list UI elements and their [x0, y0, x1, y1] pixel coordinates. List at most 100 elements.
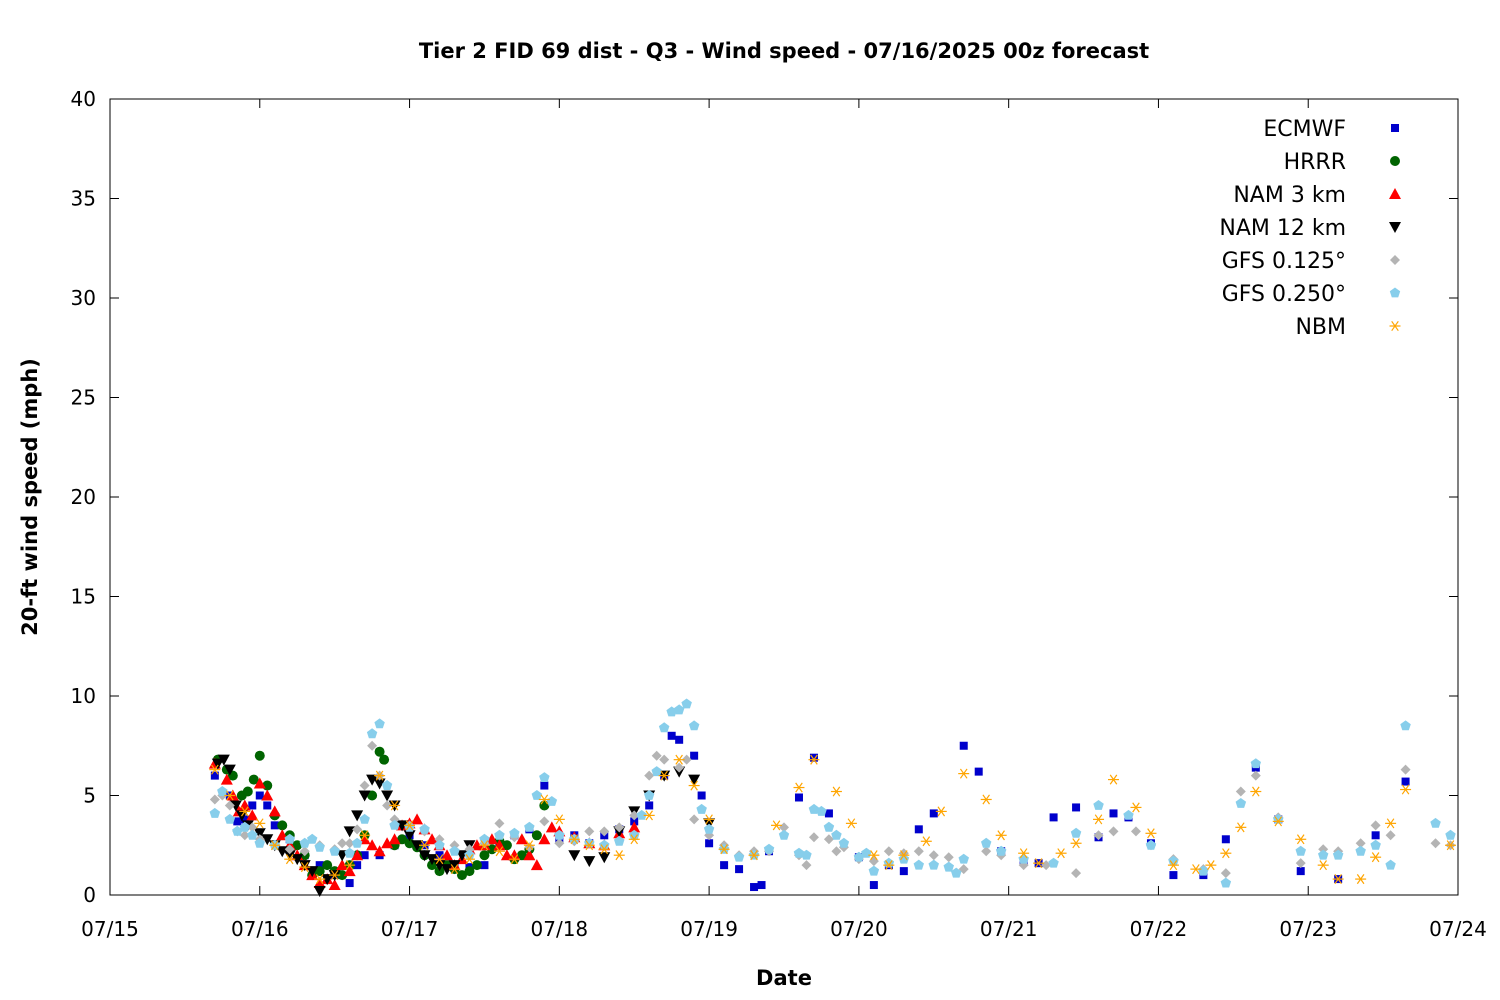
- data-point: [584, 826, 595, 837]
- data-point: [313, 886, 326, 898]
- data-point: [748, 850, 760, 861]
- y-tick-label: 15: [71, 585, 96, 609]
- x-axis-label: Date: [756, 966, 812, 990]
- data-point: [255, 791, 264, 800]
- data-point: [1093, 800, 1104, 810]
- data-point: [794, 793, 803, 802]
- data-point: [1220, 848, 1232, 859]
- data-point: [1130, 802, 1142, 813]
- data-point: [831, 846, 842, 857]
- data-point: [614, 822, 625, 833]
- data-point: [351, 810, 364, 822]
- data-point: [359, 780, 370, 791]
- data-point: [959, 741, 968, 750]
- x-tick-label: 07/22: [1130, 917, 1188, 941]
- data-point: [426, 854, 439, 866]
- y-tick-label: 35: [71, 187, 96, 211]
- legend-label: NAM 3 km: [1233, 183, 1346, 208]
- data-point: [233, 817, 242, 826]
- data-point: [830, 786, 842, 797]
- data-point: [808, 803, 820, 814]
- data-point: [674, 762, 685, 773]
- data-point: [254, 818, 266, 829]
- data-point: [583, 856, 596, 868]
- y-axis: 0 5 10 15 20 25 30 35 40: [71, 87, 1458, 907]
- data-point: [382, 800, 393, 811]
- data-point: [599, 826, 610, 837]
- data-point: [419, 823, 430, 834]
- data-point: [381, 790, 394, 802]
- data-point: [261, 789, 274, 801]
- data-point: [883, 846, 894, 857]
- data-point: [1445, 829, 1456, 840]
- x-tick-label: 07/15: [81, 917, 139, 941]
- data-point: [1250, 758, 1261, 769]
- x-tick-label: 07/21: [980, 917, 1038, 941]
- data-point: [269, 840, 281, 851]
- data-point: [1370, 852, 1382, 863]
- data-point: [735, 865, 744, 874]
- data-point: [928, 850, 939, 861]
- data-point: [396, 820, 409, 832]
- data-point: [508, 849, 521, 861]
- data-point: [299, 837, 310, 848]
- data-point: [367, 740, 378, 751]
- data-point: [480, 861, 489, 870]
- data-point: [321, 874, 334, 886]
- data-point: [307, 833, 318, 844]
- data-point: [1400, 784, 1412, 795]
- data-point: [793, 782, 805, 793]
- data-point: [515, 833, 528, 845]
- data-point: [703, 823, 715, 834]
- data-point: [239, 830, 250, 841]
- legend-marker: [1389, 287, 1401, 298]
- data-point: [995, 845, 1007, 856]
- data-point: [268, 805, 281, 817]
- data-point: [448, 860, 461, 872]
- data-point: [628, 834, 640, 845]
- data-point: [314, 841, 325, 852]
- data-point: [1370, 839, 1381, 850]
- data-point: [644, 770, 655, 781]
- data-point: [359, 830, 371, 841]
- data-point: [1071, 868, 1082, 879]
- data-point: [448, 864, 460, 875]
- data-point: [1295, 845, 1306, 856]
- data-point: [239, 821, 250, 832]
- data-point: [329, 845, 340, 856]
- data-point: [1385, 859, 1396, 870]
- data-point: [958, 853, 969, 864]
- data-point: [1445, 840, 1457, 851]
- data-point: [1250, 770, 1261, 781]
- data-point: [599, 839, 610, 850]
- data-point: [524, 821, 535, 832]
- data-point: [935, 806, 947, 817]
- data-point: [516, 850, 527, 861]
- data-point: [523, 840, 535, 851]
- data-point: [1108, 826, 1119, 837]
- data-point: [292, 840, 303, 851]
- data-point: [246, 809, 259, 821]
- data-point: [353, 861, 362, 870]
- data-point: [720, 861, 729, 870]
- data-point: [471, 860, 482, 871]
- data-point: [696, 803, 707, 814]
- data-point: [315, 861, 324, 870]
- data-point: [1190, 864, 1202, 875]
- data-point: [1430, 838, 1441, 849]
- data-point: [816, 805, 827, 816]
- data-point: [540, 781, 549, 790]
- data-point: [509, 827, 520, 838]
- data-point: [239, 806, 251, 817]
- data-point: [217, 786, 228, 796]
- data-point: [1220, 868, 1231, 879]
- data-point: [1385, 818, 1397, 829]
- data-point: [523, 849, 536, 861]
- data-point: [531, 830, 542, 841]
- data-point: [217, 754, 230, 766]
- data-point: [211, 758, 224, 770]
- data-point: [403, 830, 416, 842]
- data-point: [1332, 874, 1344, 885]
- data-point: [763, 843, 775, 854]
- data-point: [493, 846, 505, 857]
